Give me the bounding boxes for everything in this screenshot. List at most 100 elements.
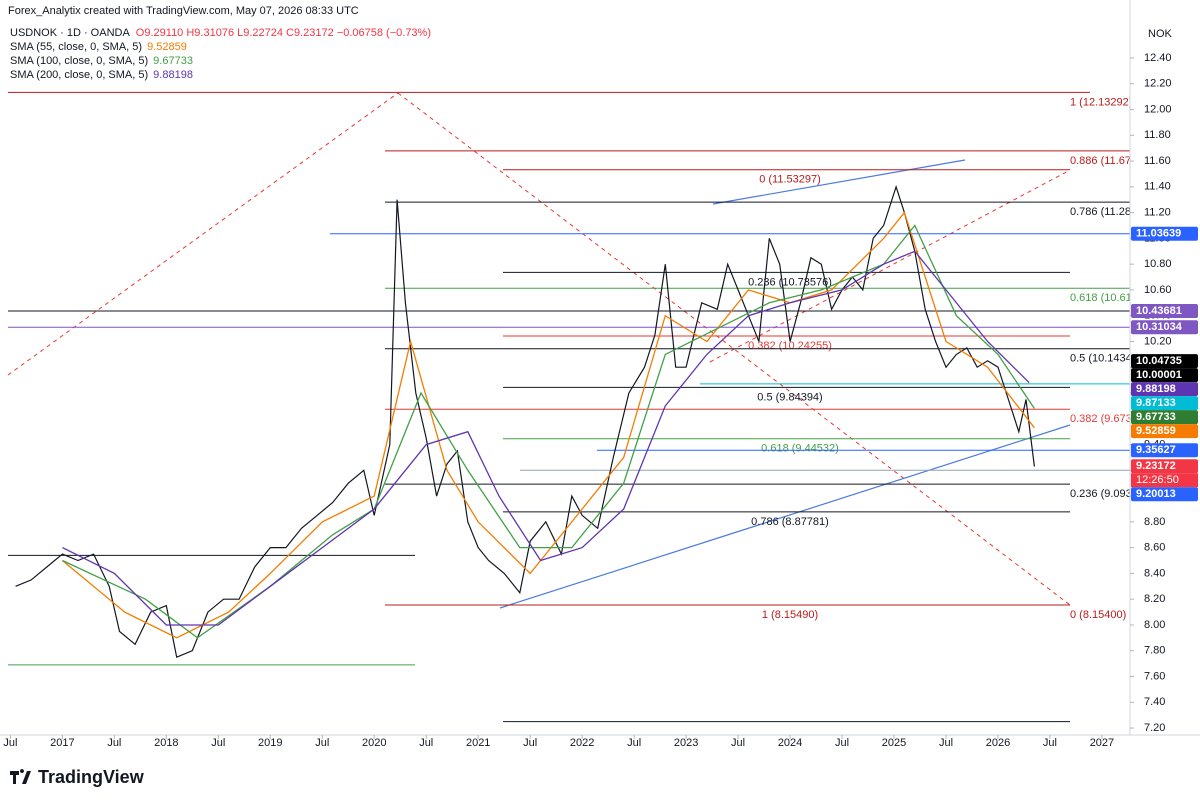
x-tick-label: Jul <box>1043 737 1057 749</box>
y-tick-label: 12.40 <box>1144 52 1172 64</box>
y-tick-label: 10.60 <box>1144 284 1172 296</box>
level-label: 0.786 (11.2814 <box>1070 206 1143 218</box>
level-label: 0.618 (10.6129 <box>1070 292 1144 304</box>
y-tick-label: 7.40 <box>1144 696 1165 708</box>
y-tick-label: 8.20 <box>1144 593 1165 605</box>
price-tag <box>1131 410 1198 425</box>
trendline <box>712 159 966 205</box>
y-tick-label: 10.20 <box>1144 335 1172 347</box>
price-tag-label: 9.20013 <box>1136 488 1176 500</box>
legend-name: SMA (55, close, 0, SMA, 5) <box>10 41 142 53</box>
y-tick-label: 8.60 <box>1144 542 1165 554</box>
x-tick-label: Jul <box>3 737 17 749</box>
legend-value: 9.52859 <box>147 41 187 53</box>
x-tick-label: 2027 <box>1090 737 1114 749</box>
legend-name: SMA (200, close, 0, SMA, 5) <box>10 69 148 81</box>
sma-line <box>62 250 1030 626</box>
level-label: 0 (8.15400) <box>1070 609 1126 621</box>
y-tick-label: 7.60 <box>1144 670 1165 682</box>
level-label: 1 (12.13292) <box>1070 96 1132 108</box>
y-tick-label: 8.80 <box>1144 516 1165 528</box>
legend-name: SMA (100, close, 0, SMA, 5) <box>10 55 148 67</box>
x-tick-label: 2019 <box>258 737 282 749</box>
level-label: 1 (8.15490) <box>762 609 818 621</box>
x-tick-label: Jul <box>939 737 953 749</box>
price-tag <box>1131 396 1198 411</box>
price-line <box>15 184 1035 659</box>
price-tag-label: 9.52859 <box>1136 425 1176 437</box>
sma-line <box>62 224 1035 639</box>
level-label: 0 (11.53297) <box>759 174 821 186</box>
x-tick-label: Jul <box>523 737 537 749</box>
symbol: USDNOK · 1D · OANDA <box>10 27 130 39</box>
price-tag-label: 9.87133 <box>1136 397 1176 409</box>
price-tag-label: 11.03639 <box>1136 228 1181 240</box>
x-tick-label: 2018 <box>154 737 178 749</box>
level-label: 0.886 (11.6793 <box>1070 155 1143 167</box>
y-tick-label: 12.20 <box>1144 78 1172 90</box>
price-tag <box>1131 487 1198 502</box>
level-label: 0.236 (9.09302 <box>1070 488 1144 500</box>
price-tag-label: 10.31034 <box>1136 321 1183 333</box>
level-label: 0.5 (9.84394) <box>757 391 822 403</box>
price-tag <box>1131 226 1198 241</box>
x-tick-label: 2021 <box>466 737 490 749</box>
price-tag-label: 9.23172 <box>1136 460 1176 472</box>
x-tick-label: Jul <box>627 737 641 749</box>
x-tick-label: 2025 <box>882 737 906 749</box>
x-tick-label: 2024 <box>778 737 802 749</box>
y-tick-label: 7.80 <box>1144 645 1165 657</box>
level-label: 0.382 (10.24255) <box>748 340 832 352</box>
price-tag-label: 10.43681 <box>1136 305 1182 317</box>
y-tick-label: 7.20 <box>1144 722 1165 734</box>
brand-logo <box>10 769 31 784</box>
y-tick-label: 10.80 <box>1144 258 1172 270</box>
y-tick-label: 11.60 <box>1144 155 1171 167</box>
level-label: 0.786 (8.87781) <box>751 516 829 528</box>
level-label: 0.5 (10.14346) <box>1070 353 1142 365</box>
x-tick-label: Jul <box>315 737 329 749</box>
price-tag-label: 9.67733 <box>1136 411 1176 423</box>
y-tick-label: 8.00 <box>1144 619 1165 631</box>
x-tick-label: 2022 <box>570 737 594 749</box>
price-tag <box>1131 354 1198 369</box>
x-tick-label: Jul <box>107 737 121 749</box>
countdown-tag <box>1131 473 1198 488</box>
legend-value: 9.67733 <box>153 55 193 67</box>
quote: O9.29110 H9.31076 L9.22724 C9.23172 −0.0… <box>136 27 431 39</box>
x-tick-label: Jul <box>211 737 225 749</box>
brand: TradingView <box>38 767 145 787</box>
trendline <box>499 424 1071 609</box>
price-tag <box>1131 459 1198 474</box>
credit: Forex_Analytix created with TradingView.… <box>8 5 359 17</box>
fib-diagonal <box>397 92 1071 606</box>
price-tag-label: 10.04735 <box>1136 355 1182 367</box>
x-tick-label: 2026 <box>986 737 1010 749</box>
legend-value: 9.88198 <box>153 69 193 81</box>
y-tick-label: 8.40 <box>1144 567 1165 579</box>
fib-diagonal <box>7 92 399 376</box>
price-tag-label: 9.88198 <box>1136 383 1176 395</box>
price-tag <box>1131 303 1198 318</box>
y-tick-label: 11.80 <box>1144 129 1171 141</box>
price-tag <box>1131 443 1198 458</box>
y-tick-label: 11.20 <box>1144 207 1171 219</box>
x-tick-label: 2020 <box>362 737 386 749</box>
sma-line <box>61 211 1035 639</box>
x-tick-label: Jul <box>731 737 745 749</box>
price-tag-label: 9.35627 <box>1136 444 1176 456</box>
level-label: 0.236 (10.73576) <box>748 276 832 288</box>
y-tick-label: 11.40 <box>1144 181 1171 193</box>
price-tag <box>1131 382 1198 397</box>
countdown: 12:26:50 <box>1136 474 1179 486</box>
price-tag <box>1131 320 1198 335</box>
x-tick-label: 2017 <box>50 737 74 749</box>
y-tick-label: 12.00 <box>1144 103 1172 115</box>
price-tag-label: 10.00001 <box>1136 369 1182 381</box>
price-tag <box>1131 424 1198 439</box>
plot: 1 (12.13292) 0.886 (11.6793 0 (11.53297) 0.… <box>8 91 1144 723</box>
price-tag <box>1131 368 1198 383</box>
x-tick-label: 2023 <box>674 737 698 749</box>
